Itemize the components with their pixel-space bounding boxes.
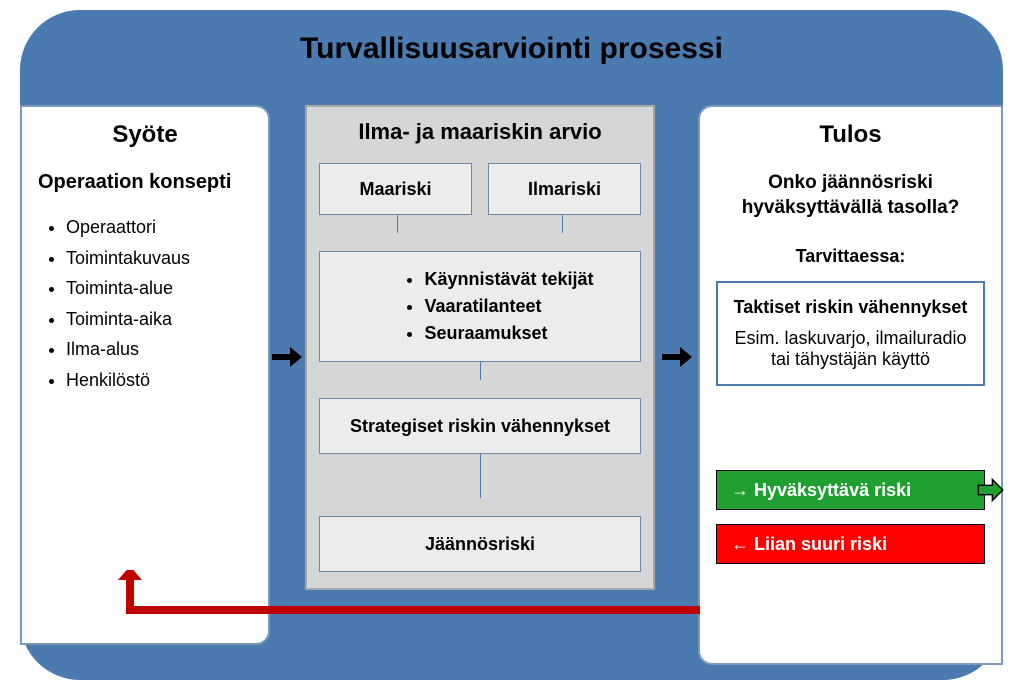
process-container: Turvallisuusarviointi prosessi Syöte Ope… bbox=[20, 10, 1003, 680]
risk-type-row: Maariski Ilmariski bbox=[319, 163, 641, 215]
too-high-risk-bar: ← Liian suuri riski bbox=[716, 524, 985, 564]
acceptable-risk-label: → Hyväksyttävä riski bbox=[731, 480, 911, 501]
input-subheading: Operaation konsepti bbox=[38, 171, 252, 194]
assessment-panel: Ilma- ja maariskin arvio Maariski Ilmari… bbox=[305, 105, 655, 590]
acceptable-risk-bar: → Hyväksyttävä riski bbox=[716, 470, 985, 510]
air-risk-box: Ilmariski bbox=[488, 163, 641, 215]
factor-item: Seuraamukset bbox=[424, 320, 593, 347]
input-bullet: Toiminta-alue bbox=[66, 273, 252, 304]
residual-risk-box: Jäännösriski bbox=[319, 516, 641, 572]
flow-arrow-icon bbox=[270, 340, 304, 374]
factor-item: Vaaratilanteet bbox=[424, 293, 593, 320]
input-bullet: Toiminta-aika bbox=[66, 304, 252, 335]
flow-arrow-icon bbox=[660, 340, 694, 374]
input-bullet: Operaattori bbox=[66, 212, 252, 243]
ground-risk-box: Maariski bbox=[319, 163, 472, 215]
tactical-body: Esim. laskuvarjo, ilmailuradio tai tähys… bbox=[734, 328, 966, 369]
connector-line bbox=[397, 215, 398, 233]
connector-line bbox=[480, 454, 481, 498]
input-bullet: Toimintakuvaus bbox=[66, 243, 252, 274]
assessment-heading: Ilma- ja maariskin arvio bbox=[319, 119, 641, 145]
question-line: Onko jäännösriski bbox=[768, 172, 933, 193]
output-subheading: Tarvittaessa: bbox=[716, 246, 985, 267]
input-bullet: Henkilöstö bbox=[66, 365, 252, 396]
input-bullet: Ilma-alus bbox=[66, 334, 252, 365]
output-heading: Tulos bbox=[716, 121, 985, 149]
question-line: hyväksyttävällä tasolla? bbox=[742, 197, 960, 218]
tactical-title: Taktiset riskin vähennykset bbox=[730, 297, 971, 318]
factor-item: Käynnistävät tekijät bbox=[424, 266, 593, 293]
connector-line bbox=[562, 215, 563, 233]
input-heading: Syöte bbox=[38, 121, 252, 149]
diagram-title: Turvallisuusarviointi prosessi bbox=[20, 32, 1003, 66]
strategic-mitigation-box: Strategiset riskin vähennykset bbox=[319, 398, 641, 454]
output-panel: Tulos Onko jäännösriski hyväksyttävällä … bbox=[698, 105, 1003, 665]
tactical-mitigation-box: Taktiset riskin vähennykset Esim. laskuv… bbox=[716, 281, 985, 386]
input-panel: Syöte Operaation konsepti Operaattori To… bbox=[20, 105, 270, 645]
input-bullet-list: Operaattori Toimintakuvaus Toiminta-alue… bbox=[66, 212, 252, 396]
factors-box: Käynnistävät tekijät Vaaratilanteet Seur… bbox=[319, 251, 641, 362]
proceed-arrow-icon bbox=[976, 476, 1004, 504]
output-question: Onko jäännösriski hyväksyttävällä tasoll… bbox=[716, 171, 985, 220]
connector-line bbox=[480, 362, 481, 380]
too-high-risk-label: ← Liian suuri riski bbox=[731, 534, 887, 555]
